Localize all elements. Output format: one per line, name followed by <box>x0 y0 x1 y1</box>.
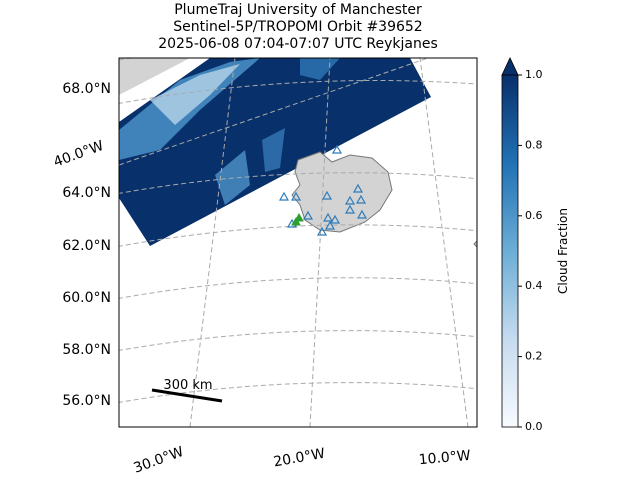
colorbar-tick-label: 0.0 <box>525 420 543 433</box>
colorbar-tick-label: 0.6 <box>525 209 543 222</box>
colorbar-ticks: 0.0 0.2 0.4 0.6 0.8 1.0 <box>518 68 543 433</box>
graticule <box>189 58 236 427</box>
cloud-patch <box>262 128 285 172</box>
lon-label: 10.0°W <box>418 448 471 468</box>
cloud-patch <box>150 64 240 125</box>
lon-label: 30.0°W <box>131 444 185 477</box>
lat-label: 56.0°N <box>62 393 111 409</box>
colorbar-tick-label: 0.2 <box>525 350 543 363</box>
lon-label: 20.0°W <box>272 446 326 471</box>
colorbar-tick-label: 0.4 <box>525 279 543 292</box>
map-frame <box>118 57 478 428</box>
lat-label: 64.0°N <box>62 185 111 201</box>
volcano-markers <box>278 144 368 236</box>
graticule <box>419 58 469 427</box>
graticule <box>119 172 477 194</box>
title-line: Sentinel-5P/TROPOMI Orbit #39652 <box>173 19 422 35</box>
graticule <box>119 224 477 247</box>
graticule <box>119 330 477 351</box>
lat-label: 62.0°N <box>62 238 111 254</box>
graticule <box>309 58 331 427</box>
title-line: 2025-06-08 07:04-07:07 UTC Reykjanes <box>158 36 438 52</box>
lat-label: 58.0°N <box>62 342 111 358</box>
graticule <box>119 80 477 104</box>
scale-bar <box>151 388 223 403</box>
cloud-patch <box>215 150 250 205</box>
land <box>473 240 477 248</box>
lat-label: 68.0°N <box>62 81 111 97</box>
colorbar-tick-label: 1.0 <box>525 68 543 81</box>
colorbar-tick-label: 0.8 <box>525 138 543 151</box>
lon-label: 40.0°W <box>51 138 105 171</box>
colorbar-label: Cloud Fraction <box>556 208 570 294</box>
iceland <box>291 151 393 233</box>
graticule <box>119 382 477 403</box>
title-line: PlumeTraj University of Manchester <box>174 2 422 18</box>
colorbar-extend <box>501 57 519 76</box>
map-area <box>119 58 477 427</box>
land <box>119 58 190 95</box>
colorbar <box>501 74 519 428</box>
scale-label: 300 km <box>163 378 212 393</box>
graticule <box>119 277 477 299</box>
lat-label: 60.0°N <box>62 290 111 306</box>
